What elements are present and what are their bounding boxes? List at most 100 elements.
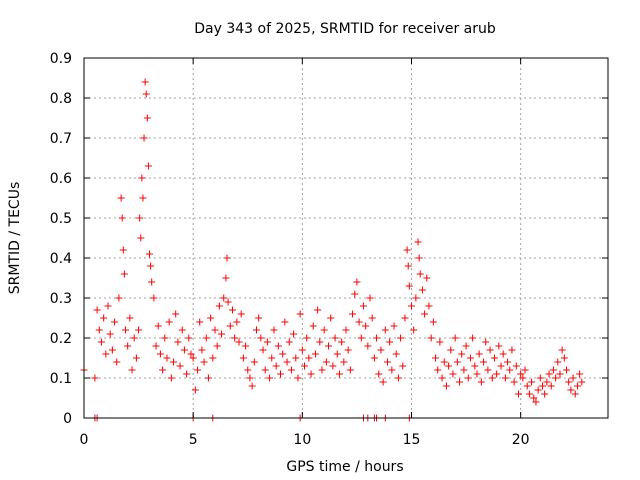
data-point [104,302,112,310]
data-point [434,366,442,374]
data-point [414,238,422,246]
data-point [447,346,455,354]
data-point [563,366,571,374]
data-point [121,326,129,334]
data-point [508,346,516,354]
data-point [403,246,411,254]
data-point [534,386,542,394]
data-point [320,326,328,334]
data-point [521,366,529,374]
data-point [528,378,536,386]
data-point [532,398,540,406]
data-point [480,358,488,366]
data-point [298,346,306,354]
data-point [440,358,448,366]
data-point [242,342,250,350]
data-point [102,350,110,358]
data-point [466,354,474,362]
data-point [144,162,152,170]
data-point [394,374,402,382]
y-tick-label: 0.7 [50,131,72,147]
data-point [176,362,184,370]
data-point [475,350,483,358]
x-tick-label: 0 [80,432,89,448]
data-point [392,350,400,358]
data-point [126,314,134,322]
data-point [97,338,105,346]
data-point [285,338,293,346]
data-point [139,194,147,202]
data-point [223,254,231,262]
data-point [357,334,365,342]
data-point [231,334,239,342]
data-point [189,354,197,362]
data-point [159,366,167,374]
data-point [113,358,121,366]
data-point [565,378,573,386]
data-point [283,358,291,366]
data-point [137,234,145,242]
data-point [458,350,466,358]
data-point [410,326,418,334]
data-point [327,314,335,322]
data-point [530,394,538,402]
data-point [211,326,219,334]
data-point [549,366,557,374]
data-point [359,302,367,310]
data-point [311,350,319,358]
data-point [106,330,114,338]
data-point [250,358,258,366]
data-point [556,370,564,378]
data-point [453,358,461,366]
data-point [506,366,514,374]
data-point [148,278,156,286]
data-point [246,374,254,382]
data-point [501,374,509,382]
data-point [128,366,136,374]
data-points [80,78,586,422]
data-point [416,270,424,278]
data-point [117,194,125,202]
data-point [91,374,99,382]
data-point [567,386,575,394]
data-point [349,310,357,318]
data-point [93,306,101,314]
data-point [497,362,505,370]
data-point [504,358,512,366]
data-point [545,370,553,378]
data-point [252,326,260,334]
data-point [200,358,208,366]
data-point [279,350,287,358]
data-point [281,318,289,326]
data-point [318,366,326,374]
data-point [274,342,282,350]
data-point [576,370,584,378]
data-point [303,334,311,342]
data-point [512,362,520,370]
x-tick-label: 5 [189,432,198,448]
data-point [150,294,158,302]
data-point [386,338,394,346]
data-point [571,390,579,398]
x-tick-label: 10 [293,432,311,448]
data-point [578,378,586,386]
data-point [488,374,496,382]
data-point [187,350,195,358]
data-point [272,362,280,370]
data-point [213,342,221,350]
data-point [314,306,322,314]
data-point [233,318,241,326]
data-point [486,346,494,354]
x-axis-label: GPS time / hours [286,459,403,475]
data-point [237,310,245,318]
data-point [397,334,405,342]
data-point [178,326,186,334]
data-point [499,350,507,358]
data-point [263,338,271,346]
data-point [124,342,132,350]
data-point [309,322,317,330]
data-point [541,390,549,398]
data-point [536,374,544,382]
